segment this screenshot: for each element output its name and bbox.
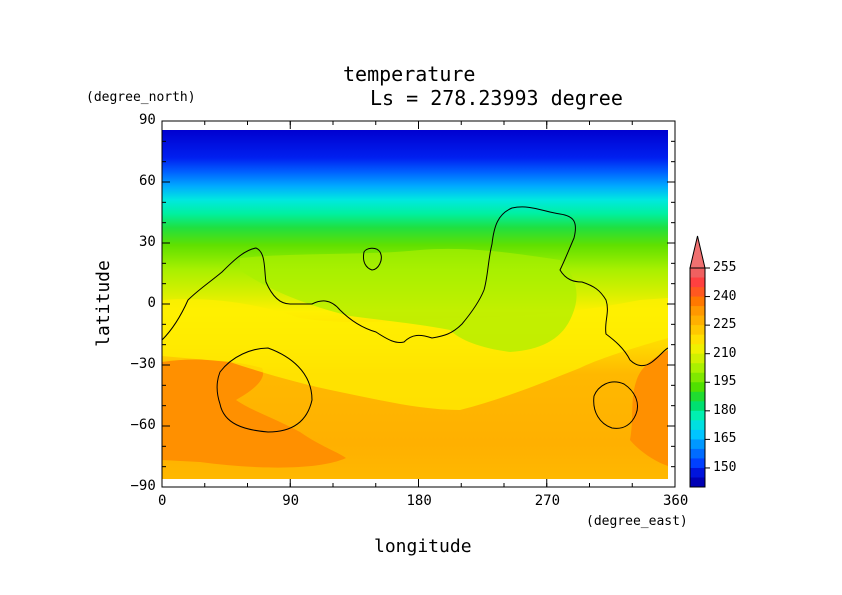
contour-southwest-crater xyxy=(216,347,313,433)
colorbar-swatch xyxy=(690,363,705,374)
y-tick-label: 30 xyxy=(139,234,156,250)
colorbar-extend-arrow xyxy=(689,235,706,269)
colorbar-swatch xyxy=(690,268,705,279)
x-unit-label: (degree_east) xyxy=(586,514,688,529)
warm-region-southeast xyxy=(630,350,668,466)
y-tick-label: −30 xyxy=(130,356,156,372)
x-tick-label: 360 xyxy=(663,493,689,509)
colorbar-swatch xyxy=(690,439,705,450)
colorbar-tick-label: 225 xyxy=(713,317,737,333)
colorbar-frame xyxy=(689,267,706,488)
colorbar-swatch xyxy=(690,306,705,317)
colorbar-tick-label: 255 xyxy=(713,260,737,275)
contour-southeast-crater xyxy=(593,381,638,429)
y-tick-label: 0 xyxy=(147,295,156,311)
colorbar-swatch xyxy=(690,429,705,440)
colorbar-swatch xyxy=(690,353,705,364)
colorbar-swatch xyxy=(690,277,705,288)
colorbar-swatch xyxy=(690,287,705,298)
colorbar-tick-label: 180 xyxy=(713,402,737,418)
colorbar-swatch xyxy=(690,448,705,459)
colorbar-swatch xyxy=(690,344,705,355)
chart-title: temperature xyxy=(343,62,476,86)
colorbar-tick-label: 150 xyxy=(713,459,737,475)
colorbar xyxy=(689,235,710,488)
colorbar-swatch xyxy=(690,391,705,402)
y-axis-label: latitude xyxy=(92,260,114,347)
y-tick-label: −90 xyxy=(130,478,156,494)
colorbar-swatch xyxy=(690,325,705,336)
colorbar-swatch xyxy=(690,334,705,345)
contour-main xyxy=(162,206,668,367)
colorbar-tick-label: 210 xyxy=(713,345,737,361)
x-tick-label: 270 xyxy=(534,493,561,509)
y-unit-label: (degree_north) xyxy=(86,90,196,105)
green-region xyxy=(240,248,577,352)
colorbar-swatch xyxy=(690,315,705,326)
colorbar-swatch xyxy=(690,410,705,421)
axes xyxy=(161,120,676,488)
colorbar-swatch xyxy=(690,382,705,393)
colorbar-swatch xyxy=(690,477,705,488)
x-tick-label: 0 xyxy=(158,493,167,509)
colorbar-swatch xyxy=(690,372,705,383)
x-tick-label: 90 xyxy=(282,493,300,509)
temperature-field xyxy=(162,130,668,479)
contour-lines xyxy=(162,206,668,433)
contour-island xyxy=(363,247,382,271)
y-tick-label: 60 xyxy=(139,173,156,189)
x-tick-label: 180 xyxy=(406,493,432,509)
y-tick-label: 90 xyxy=(139,112,156,128)
warm-region-southwest xyxy=(162,359,346,468)
x-axis-label: longitude xyxy=(374,536,472,557)
colorbar-swatch xyxy=(690,296,705,307)
colorbar-swatch xyxy=(690,467,705,478)
colorbar-swatch xyxy=(690,420,705,431)
colorbar-swatch xyxy=(690,458,705,469)
colorbar-swatch xyxy=(690,401,705,412)
colorbar-tick-label: 240 xyxy=(713,288,737,304)
y-tick-label: −60 xyxy=(130,417,156,433)
chart-subtitle: Ls = 278.23993 degree xyxy=(370,86,623,110)
colorbar-tick-label: 195 xyxy=(713,374,737,390)
colorbar-tick-label: 165 xyxy=(713,431,737,447)
